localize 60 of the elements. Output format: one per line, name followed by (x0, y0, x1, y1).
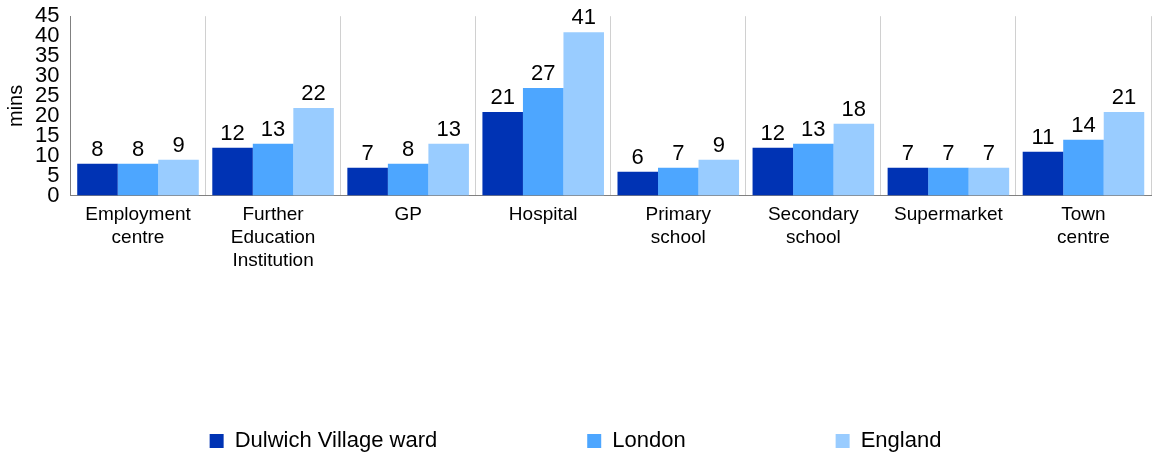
data-label: 9 (712, 131, 725, 157)
bar (212, 147, 253, 196)
data-label: 8 (402, 135, 415, 161)
x-tick-label: Primary school (645, 203, 712, 248)
data-label: 14 (1071, 111, 1096, 137)
data-label: 13 (260, 115, 286, 141)
bar (347, 167, 388, 196)
data-label: 9 (172, 131, 185, 157)
data-label: 8 (131, 135, 145, 161)
bar (833, 123, 875, 196)
data-label: 7 (942, 139, 955, 165)
data-label: 18 (841, 95, 867, 121)
bar (1103, 111, 1145, 196)
data-label: 12 (220, 119, 245, 145)
bar (522, 87, 564, 196)
x-tick-label: Hospital (508, 203, 578, 225)
legend-label: London (612, 427, 686, 453)
data-label: 7 (982, 139, 996, 165)
bar (117, 163, 159, 196)
bar (158, 159, 199, 196)
bar (752, 147, 794, 196)
bar (698, 159, 740, 196)
data-label: 6 (631, 143, 644, 169)
bar (563, 32, 604, 196)
bar (293, 107, 334, 196)
bar (658, 167, 699, 196)
data-label: 7 (901, 139, 915, 165)
x-tick-label: GP (394, 203, 422, 225)
x-tick-label: Employment centre (85, 203, 192, 248)
x-tick-label: Town centre (1057, 203, 1110, 248)
bar (1063, 139, 1104, 196)
data-label: 21 (490, 83, 515, 109)
data-label: 27 (530, 60, 556, 86)
bar (793, 143, 834, 196)
bar (928, 167, 969, 196)
bar (482, 111, 523, 196)
data-label: 8 (91, 135, 104, 161)
bar (617, 171, 659, 196)
data-label: 13 (436, 115, 461, 141)
legend-label: Dulwich Village ward (234, 427, 438, 453)
data-label: 7 (672, 139, 685, 165)
y-axis-title: mins (3, 84, 26, 128)
bar (428, 143, 469, 196)
data-label: 13 (801, 115, 826, 141)
data-label: 7 (361, 139, 374, 165)
bar (887, 167, 929, 196)
bar (77, 163, 118, 196)
bar (968, 167, 1010, 196)
data-label: 12 (760, 119, 786, 145)
bar (252, 143, 294, 196)
x-tick-label: Supermarket (894, 203, 1004, 225)
data-label: 41 (571, 4, 596, 30)
legend-label: England (860, 427, 942, 453)
data-label: 11 (1031, 123, 1055, 149)
bar (387, 163, 429, 196)
data-label: 21 (1111, 83, 1137, 109)
data-label: 22 (301, 79, 326, 105)
bar (1022, 151, 1064, 196)
x-tick-label: Secondary school (767, 203, 860, 248)
x-tick-label: Further Education Institution (230, 203, 316, 270)
